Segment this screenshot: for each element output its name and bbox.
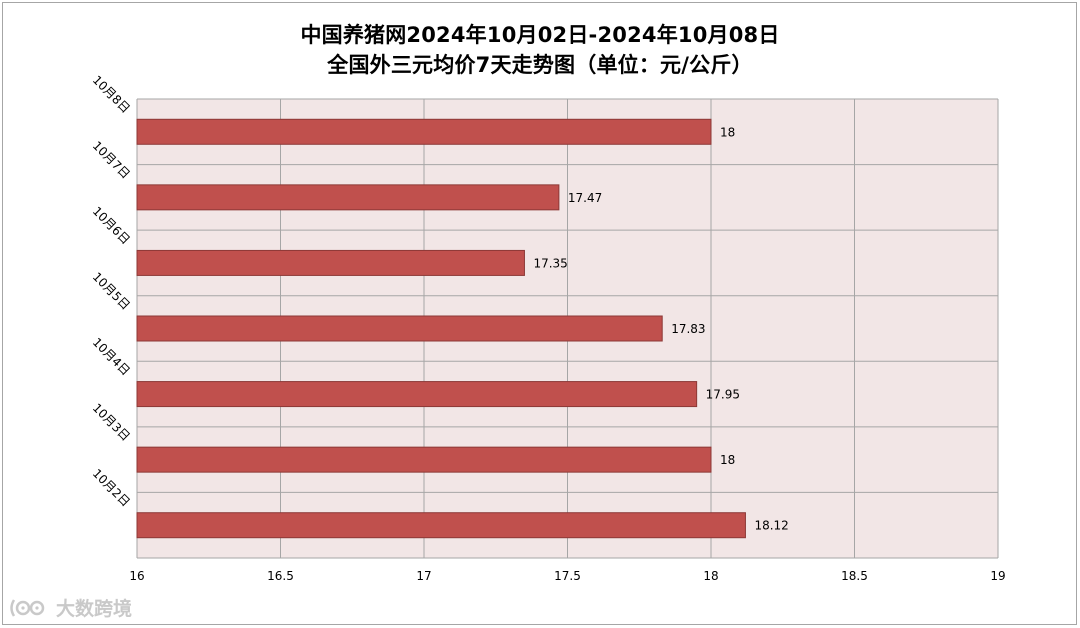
- data-label: 18: [720, 453, 735, 467]
- bar: [136, 249, 525, 276]
- data-label: 18.12: [754, 519, 788, 533]
- x-tick-label: 17: [416, 569, 431, 583]
- category-label: 10月3日: [90, 401, 133, 444]
- x-tick-label: 19: [990, 569, 1005, 583]
- category-label: 10月7日: [90, 138, 133, 181]
- category-label: 10月8日: [90, 73, 133, 116]
- data-label: 17.35: [533, 256, 567, 270]
- data-label: 18: [720, 125, 735, 139]
- watermark: 大数跨境: [8, 594, 132, 621]
- x-tick-label: 16: [129, 569, 144, 583]
- bar: [136, 381, 698, 408]
- bar: [136, 446, 712, 473]
- x-tick-label: 18: [703, 569, 718, 583]
- chart-subtitle: 全国外三元均价7天走势图（单位：元/公斤）: [327, 53, 753, 77]
- watermark-text: 大数跨境: [56, 598, 133, 620]
- data-label: 17.83: [671, 322, 705, 336]
- bar: [136, 512, 746, 539]
- chart-title: 中国养猪网2024年10月02日-2024年10月08日: [300, 23, 780, 47]
- x-tick-label: 18.5: [841, 569, 868, 583]
- bar: [136, 184, 560, 211]
- category-label: 10月2日: [90, 466, 133, 509]
- data-label: 17.95: [706, 388, 740, 402]
- bar: [136, 315, 663, 342]
- data-label: 17.47: [568, 191, 602, 205]
- category-label: 10月4日: [90, 335, 133, 378]
- x-tick-label: 17.5: [554, 569, 581, 583]
- x-tick-label: 16.5: [267, 569, 294, 583]
- bar: [136, 118, 712, 145]
- daoshu-logo-icon: [10, 598, 45, 617]
- category-label: 10月6日: [90, 204, 133, 247]
- category-label: 10月5日: [90, 270, 133, 313]
